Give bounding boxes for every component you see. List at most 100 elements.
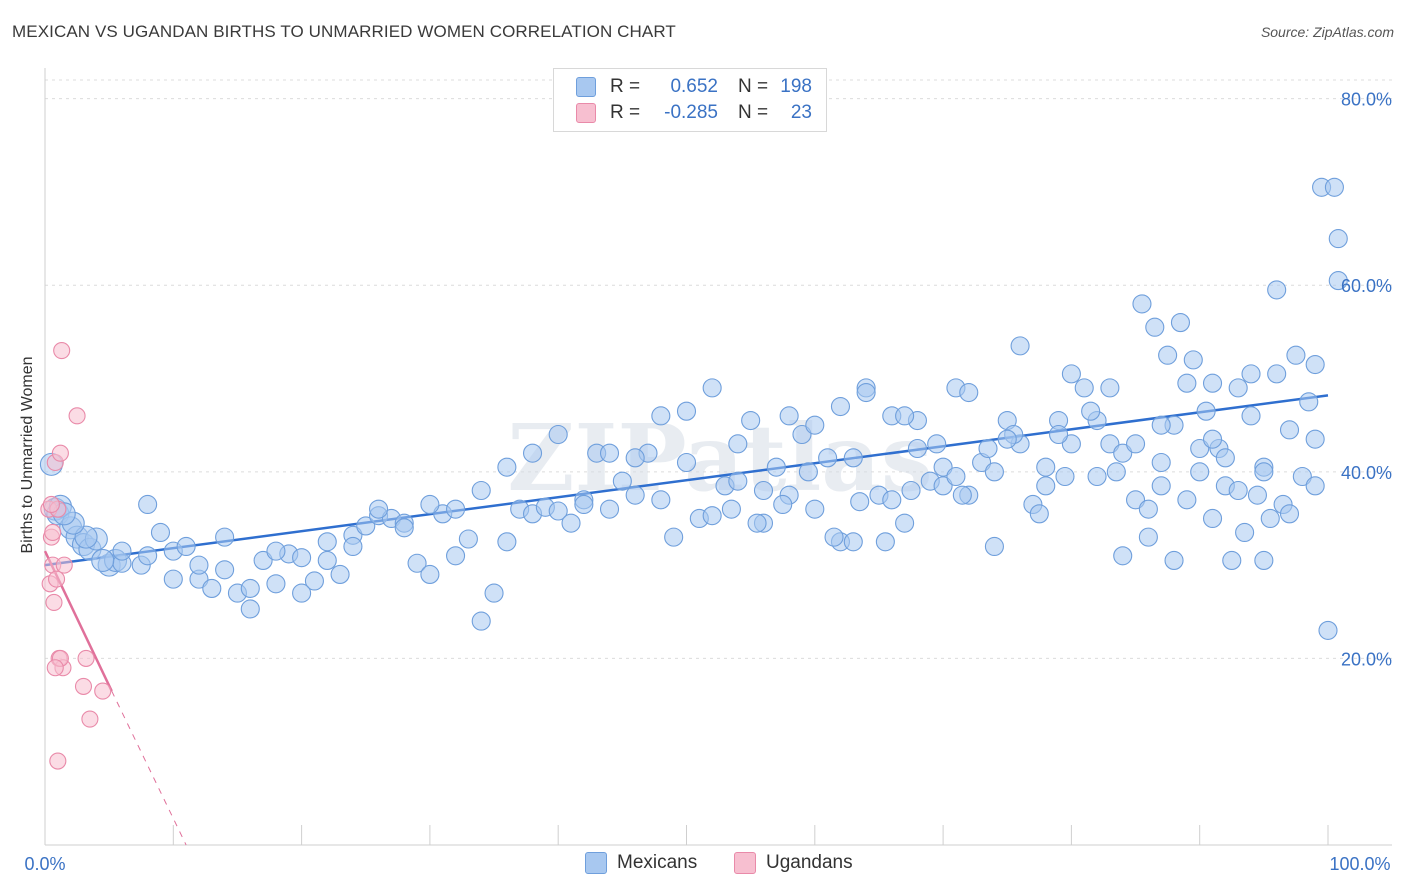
mexicans-point xyxy=(946,466,966,487)
mexicans-point xyxy=(818,448,838,468)
mexicans-point xyxy=(240,578,260,598)
mexicans-point xyxy=(997,429,1017,449)
mexicans-point xyxy=(1190,438,1210,459)
mexicans-point xyxy=(779,406,799,426)
mexicans-point xyxy=(91,548,115,573)
mexicans-point xyxy=(1164,550,1184,571)
mexicans-point xyxy=(1260,508,1280,529)
mexicans-point xyxy=(728,471,748,491)
mexicans-point xyxy=(959,382,979,403)
legend-swatch-ugandans xyxy=(576,103,596,123)
mexicans-point xyxy=(138,494,158,515)
mexicans-point xyxy=(1126,490,1146,510)
mexicans-point xyxy=(625,448,645,468)
bottom-legend-swatch-mexicans xyxy=(585,852,607,874)
mexicans-point xyxy=(150,522,171,543)
mexicans-point xyxy=(1151,476,1171,496)
mexicans-point xyxy=(1036,457,1056,477)
legend-n-value: 23 xyxy=(790,102,812,123)
y-tick-label: 80.0% xyxy=(1341,90,1392,110)
legend-swatch-mexicans xyxy=(576,77,596,97)
mexicans-point xyxy=(112,541,132,561)
mexicans-point xyxy=(202,578,222,598)
mexicans-point xyxy=(522,443,543,463)
mexicans-point xyxy=(561,513,581,533)
mexicans-point xyxy=(394,518,414,538)
mexicans-point xyxy=(1029,504,1049,524)
bottom-legend-swatch-ugandans xyxy=(734,852,756,874)
legend-box: R = 0.652 N = 198 R = -0.285 N = 23 xyxy=(553,68,827,132)
legend-r-label: R = xyxy=(610,76,641,97)
mexicans-point xyxy=(317,532,337,552)
mexicans-point xyxy=(625,485,645,505)
mexicans-point xyxy=(497,532,517,552)
mexicans-point xyxy=(1215,448,1235,468)
mexicans-point xyxy=(843,448,863,468)
mexicans-point xyxy=(1235,522,1255,543)
mexicans-point xyxy=(1299,392,1319,412)
mexicans-point xyxy=(850,492,870,512)
mexicans-point xyxy=(1061,364,1081,384)
mexicans-point xyxy=(676,452,697,473)
mexicans-point xyxy=(830,396,851,417)
mexicans-point xyxy=(792,424,812,445)
mexicans-point xyxy=(895,513,915,533)
ugandans-point xyxy=(94,682,112,700)
mexicans-point xyxy=(895,406,915,426)
ugandans-point xyxy=(51,444,69,462)
y-tick-label: 60.0% xyxy=(1341,276,1392,296)
ugandans-point xyxy=(47,570,66,588)
mexicans-point xyxy=(843,532,863,552)
mexicans-point xyxy=(1183,350,1203,370)
mexicans-point xyxy=(1267,364,1287,384)
mexicans-point xyxy=(356,516,376,536)
mexicans-point xyxy=(907,438,927,459)
mexicans-point xyxy=(407,553,427,573)
mexicans-point xyxy=(1113,546,1133,566)
mexicans-point xyxy=(1151,415,1171,435)
ugandans-point xyxy=(49,752,67,770)
mexicans-point xyxy=(747,513,767,533)
mexicans-point xyxy=(1061,434,1081,454)
mexicans-point xyxy=(1145,317,1165,337)
source-label: Source: ZipAtlas.com xyxy=(1260,24,1394,40)
mexicans-point xyxy=(574,494,594,515)
mexicans-point xyxy=(599,499,620,519)
mexicans-point xyxy=(1328,271,1348,291)
ugandans-point xyxy=(81,710,99,728)
mexicans-point xyxy=(1190,462,1210,482)
mexicans-point xyxy=(1100,434,1120,454)
bottom-legend-mexicans: Mexicans xyxy=(585,850,697,876)
mexicans-points xyxy=(39,177,1348,640)
mexicans-point xyxy=(856,382,876,403)
ugandans-point xyxy=(45,593,63,611)
mexicans-point xyxy=(1254,462,1274,482)
mexicans-point xyxy=(330,564,350,585)
legend-row-mexicans: R = 0.652 N = 198 xyxy=(576,75,812,99)
mexicans-point xyxy=(292,583,312,603)
mexicans-point xyxy=(446,546,466,566)
mexicans-point xyxy=(952,485,972,505)
mexicans-point xyxy=(548,424,568,445)
mexicans-point xyxy=(420,494,440,515)
mexicans-point xyxy=(1241,406,1261,426)
mexicans-point xyxy=(471,611,491,631)
legend-row-ugandans: R = -0.285 N = 23 xyxy=(576,101,812,125)
mexicans-point xyxy=(317,550,337,571)
ugandans-point xyxy=(55,556,73,574)
mexicans-point xyxy=(1170,313,1191,333)
mexicans-point xyxy=(253,550,273,571)
mexicans-point xyxy=(497,457,517,477)
legend-r-value: -0.285 xyxy=(664,102,718,123)
x-tick-label: 0.0% xyxy=(24,854,65,874)
mexicans-point xyxy=(1132,294,1152,314)
mexicans-point xyxy=(176,536,196,557)
mexicans-point xyxy=(1074,378,1094,398)
mexicans-point xyxy=(1158,345,1178,365)
mexicans-point xyxy=(1305,429,1325,449)
mexicans-trend-line xyxy=(44,394,1329,567)
mexicans-point xyxy=(1222,550,1242,571)
gridlines xyxy=(45,79,1392,659)
mexicans-point xyxy=(1247,485,1267,505)
mexicans-point xyxy=(1305,476,1325,496)
